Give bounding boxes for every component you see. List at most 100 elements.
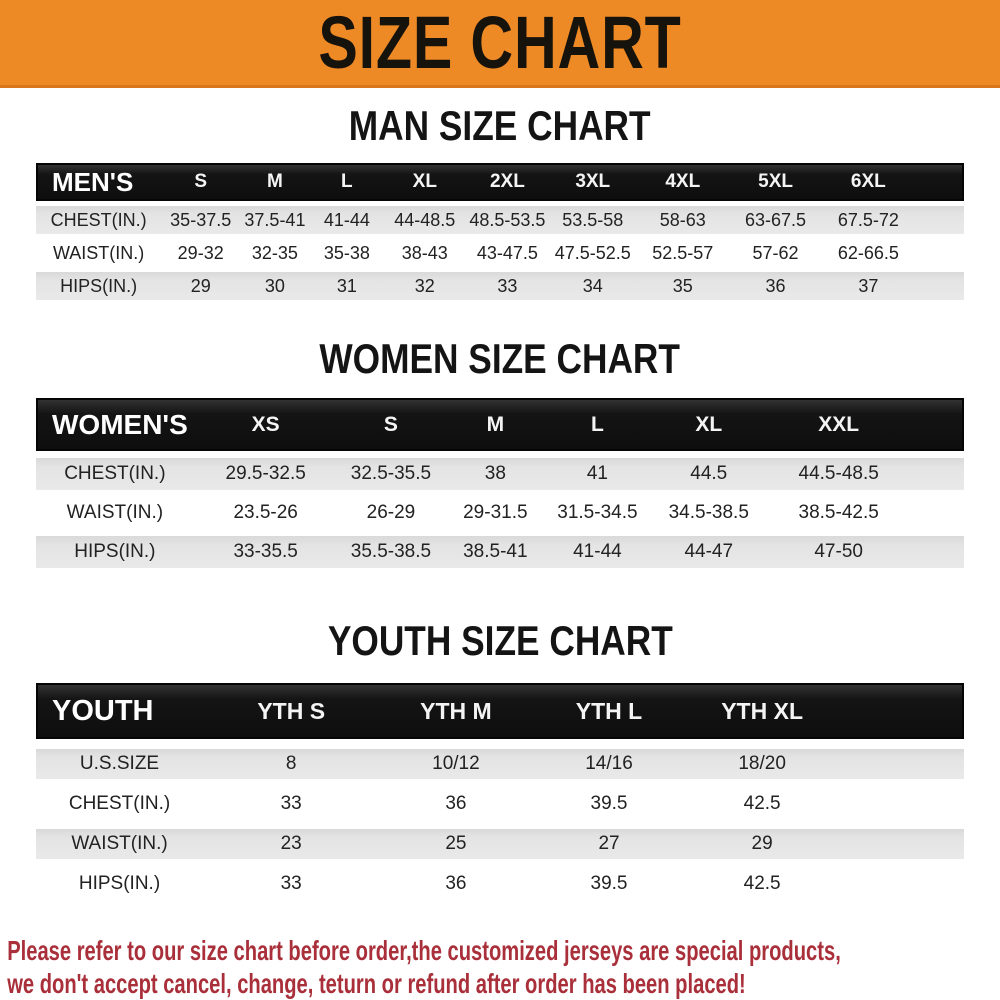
size-value: 36 [379,789,533,819]
row-filler-cell [914,206,964,234]
size-value: 47-50 [769,536,909,568]
size-column-header: YTH L [532,683,686,739]
note-line-1: Please refer to our size chart before or… [7,935,841,966]
table-title-cell: YOUTH [36,683,204,739]
size-column-header: M [444,398,547,451]
size-value: 36 [379,869,533,899]
women-size-table: WOMEN'S XS S M L XL XXL CHEST(IN.) 29.5-32.5 32.5… [36,391,964,575]
size-value: 47.5-52.5 [549,239,637,267]
size-value: 31 [309,272,384,300]
size-value: 44-47 [648,536,770,568]
size-value: 27 [532,829,686,859]
size-value: 37 [821,272,915,300]
row-label: U.S.SIZE [36,749,204,779]
section-title-wrap-men: MAN SIZE CHART [36,102,964,150]
content: MAN SIZE CHART MEN'S S M L XL 2XL 3XL 4XL 5XL 6XL… [0,102,1000,909]
size-value: 39.5 [532,869,686,899]
header-filler-cell [914,163,964,201]
size-value: 29-31.5 [444,497,547,529]
size-column-header: XS [193,398,338,451]
size-value: 34.5-38.5 [648,497,770,529]
header-filler-cell [908,398,964,451]
size-value: 33 [465,272,550,300]
section-title-youth: YOUTH SIZE CHART [327,617,673,664]
row-filler-cell [908,536,964,568]
size-value: 29.5-32.5 [193,458,338,490]
row-label: WAIST(IN.) [36,829,204,859]
size-column-header: S [161,163,241,201]
size-column-header: 2XL [465,163,550,201]
size-column-header: L [546,398,649,451]
table-header-row: YOUTH YTH S YTH M YTH L YTH XL [36,683,964,739]
row-label: WAIST(IN.) [36,239,162,267]
size-value: 34 [549,272,637,300]
size-value: 25 [379,829,533,859]
size-column-header: S [337,398,445,451]
banner-title: SIZE CHART [318,0,682,84]
measurement-row: CHEST(IN.) 29.5-32.5 32.5-35.5 38 41 44.5 44.5… [36,458,964,490]
measurement-row: CHEST(IN.) 35-37.5 37.5-41 41-44 44-48.5 48.5… [36,206,964,234]
size-value: 48.5-53.5 [465,206,550,234]
row-filler-cell [914,272,964,300]
size-value: 53.5-58 [549,206,637,234]
header-filler-cell [838,683,964,739]
size-column-header: M [240,163,310,201]
size-column-header: XL [648,398,770,451]
row-filler-cell [838,749,964,779]
size-column-header: XL [383,163,466,201]
size-value: 58-63 [636,206,730,234]
size-value: 38-43 [383,239,466,267]
size-value: 41-44 [309,206,384,234]
size-value: 57-62 [729,239,822,267]
size-column-header: YTH XL [685,683,839,739]
size-column-header: 3XL [549,163,637,201]
row-filler-cell [914,239,964,267]
size-value: 38.5-41 [444,536,547,568]
row-filler-cell [838,789,964,819]
size-value: 35 [636,272,730,300]
banner: SIZE CHART [0,0,1000,88]
size-value: 35.5-38.5 [337,536,445,568]
men-size-table: MEN'S S M L XL 2XL 3XL 4XL 5XL 6XL CHEST(IN.) 35-37… [36,158,964,305]
size-value: 41-44 [546,536,649,568]
size-value: 29-32 [161,239,241,267]
size-column-header: YTH M [379,683,533,739]
row-label: HIPS(IN.) [36,536,194,568]
row-filler-cell [908,497,964,529]
measurement-row: WAIST(IN.) 29-32 32-35 35-38 38-43 43-47.5 47.… [36,239,964,267]
size-value: 35-37.5 [161,206,241,234]
size-value: 42.5 [685,869,839,899]
size-column-header: L [309,163,384,201]
row-label: CHEST(IN.) [36,206,162,234]
row-label: HIPS(IN.) [36,869,204,899]
size-value: 32 [383,272,466,300]
size-value: 41 [546,458,649,490]
row-label: CHEST(IN.) [36,458,194,490]
note-line-2: we don't accept cancel, change, teturn o… [7,968,746,999]
size-value: 30 [240,272,310,300]
table-header-row: MEN'S S M L XL 2XL 3XL 4XL 5XL 6XL [36,163,964,201]
size-value: 33-35.5 [193,536,338,568]
size-value: 38 [444,458,547,490]
size-value: 44.5 [648,458,770,490]
size-value: 35-38 [309,239,384,267]
size-value: 62-66.5 [821,239,915,267]
section-youth: YOUTH SIZE CHART YOUTH YTH S YTH M YTH L YTH… [36,617,964,909]
table-title-cell: WOMEN'S [36,398,194,451]
measurement-row: CHEST(IN.) 33 36 39.5 42.5 [36,789,964,819]
size-value: 31.5-34.5 [546,497,649,529]
section-women: WOMEN SIZE CHART WOMEN'S XS S M L XL XXL CHEST(… [36,335,964,575]
measurement-row: HIPS(IN.) 29 30 31 32 33 34 35 36 37 [36,272,964,300]
size-value: 23 [203,829,380,859]
table-title-cell: MEN'S [36,163,162,201]
size-value: 37.5-41 [240,206,310,234]
size-value: 23.5-26 [193,497,338,529]
measurement-row: U.S.SIZE 8 10/12 14/16 18/20 [36,749,964,779]
size-column-header: 5XL [729,163,822,201]
order-note: Please refer to our size chart before or… [0,934,1000,1000]
row-label: WAIST(IN.) [36,497,194,529]
row-label: HIPS(IN.) [36,272,162,300]
size-value: 44.5-48.5 [769,458,909,490]
youth-size-table: YOUTH YTH S YTH M YTH L YTH XL U.S.SIZE 8 10/12… [36,673,964,909]
